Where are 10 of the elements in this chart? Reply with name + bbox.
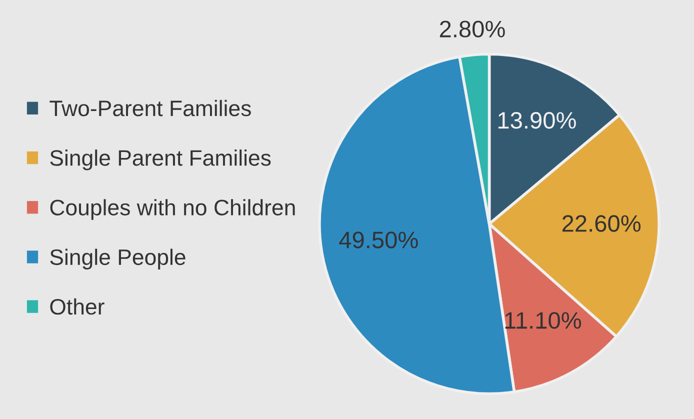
legend-label: Single Parent Families bbox=[50, 150, 271, 170]
legend-label: Other bbox=[50, 298, 104, 315]
legend-label: Two-Parent Families bbox=[50, 100, 251, 116]
data-label: 49.50% bbox=[339, 232, 418, 248]
data-label: 22.60% bbox=[562, 215, 641, 232]
data-label: 11.10% bbox=[505, 312, 582, 329]
data-label: 13.90% bbox=[498, 112, 576, 129]
data-label: 2.80% bbox=[440, 20, 505, 38]
legend-label: Couples with no Children bbox=[50, 199, 295, 220]
legend-label: Single People bbox=[50, 248, 186, 270]
